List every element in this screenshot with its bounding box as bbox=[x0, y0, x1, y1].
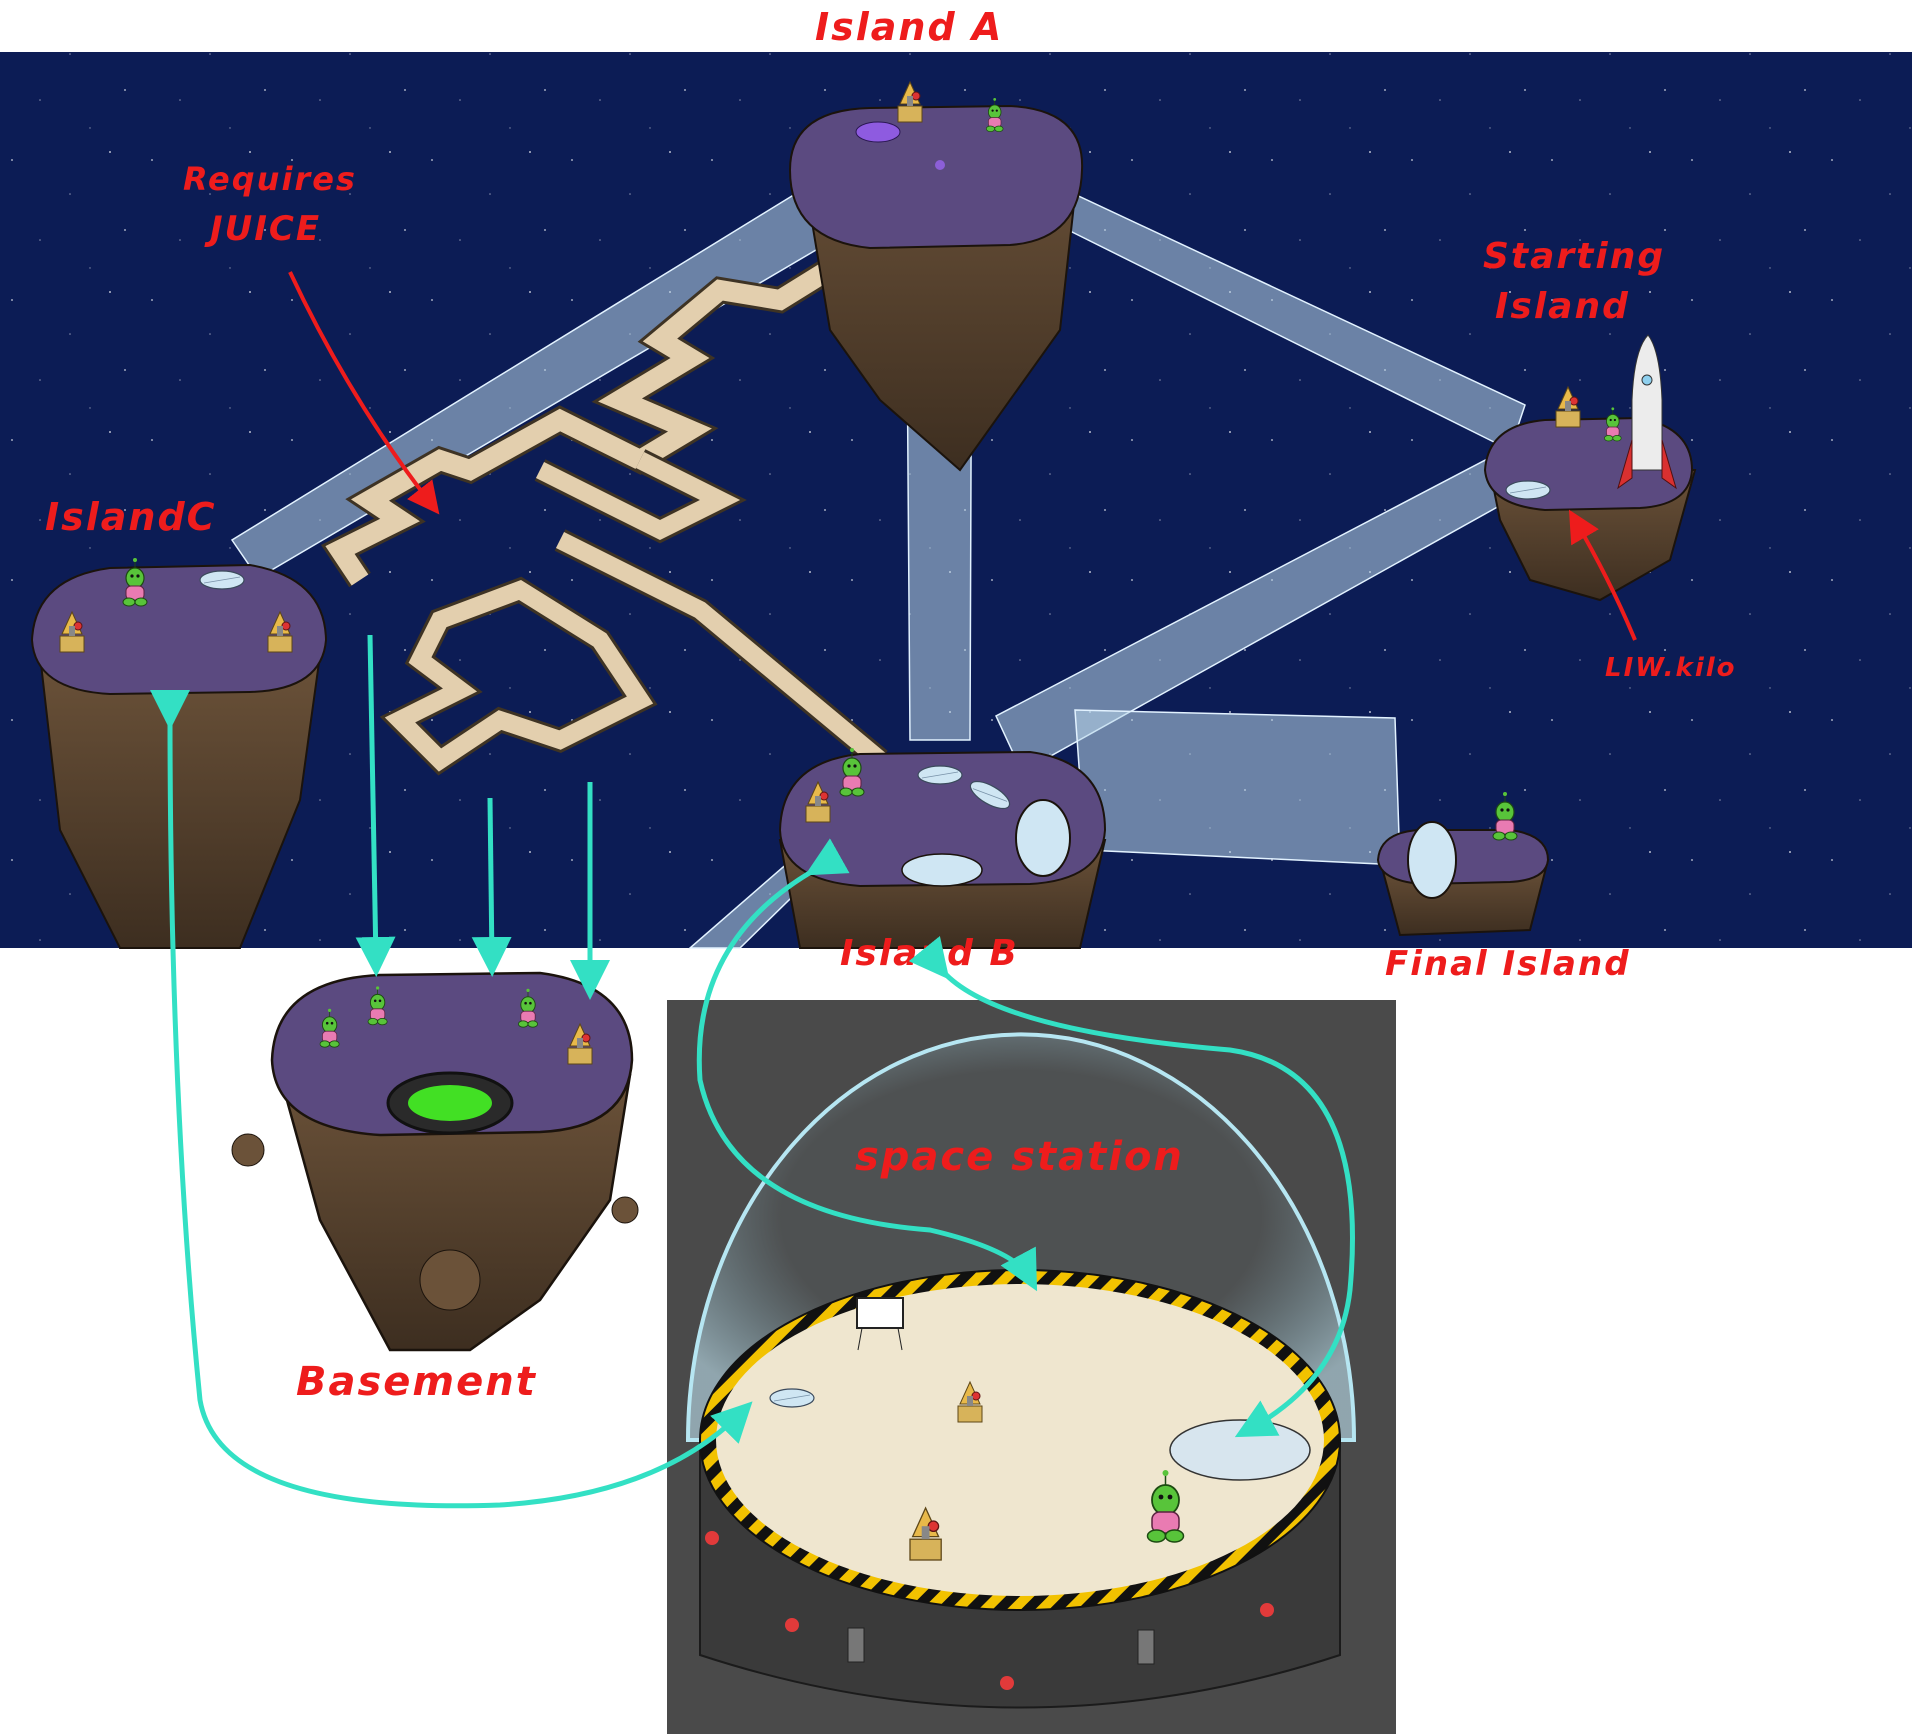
portal-icon[interactable] bbox=[917, 765, 963, 785]
island-a bbox=[788, 81, 1084, 472]
label-starting-2: Island bbox=[1495, 286, 1630, 327]
label-basement: Basement bbox=[296, 1359, 537, 1405]
tube-b-to-final bbox=[1074, 709, 1401, 866]
portal-icon[interactable] bbox=[769, 1388, 815, 1408]
portal-xl-icon[interactable] bbox=[1169, 1419, 1311, 1481]
juice-maze bbox=[321, 226, 888, 776]
label-liw-kilo: LIW.kilo bbox=[1605, 653, 1737, 683]
portal-icon[interactable] bbox=[1505, 480, 1551, 500]
label-island-a: Island A bbox=[815, 5, 1003, 49]
trampoline-icon[interactable] bbox=[386, 1071, 514, 1135]
portal-xl-icon[interactable] bbox=[1015, 799, 1071, 877]
rocket-icon[interactable] bbox=[1617, 334, 1677, 490]
starting-island bbox=[1483, 334, 1697, 602]
label-space-station: space station bbox=[855, 1134, 1184, 1180]
portal-icon[interactable] bbox=[855, 121, 901, 143]
portal-xl-icon[interactable] bbox=[1407, 821, 1457, 899]
label-juice: JUICE bbox=[204, 209, 321, 249]
portal-icon[interactable] bbox=[199, 570, 245, 590]
liw-kilo-pointer-arrow bbox=[1568, 509, 1637, 641]
label-requires: Requires bbox=[183, 160, 357, 198]
whiteboard-icon[interactable] bbox=[856, 1297, 904, 1351]
connection-arrows bbox=[149, 634, 1355, 1509]
arrow-island-b-station-xl bbox=[908, 935, 1355, 1438]
final-island bbox=[1376, 791, 1550, 937]
arrow-maze-to-basement-2 bbox=[471, 797, 512, 977]
label-final-island: Final Island bbox=[1385, 944, 1631, 984]
island-b bbox=[778, 747, 1107, 949]
label-starting-1: Starting bbox=[1483, 236, 1665, 277]
juice-pointer-arrow bbox=[288, 271, 440, 515]
arrow-island-c-station bbox=[149, 689, 753, 1509]
label-island-b: Island B bbox=[840, 933, 1019, 974]
basement-island bbox=[231, 971, 639, 1352]
label-island-c: IslandC bbox=[45, 495, 217, 539]
